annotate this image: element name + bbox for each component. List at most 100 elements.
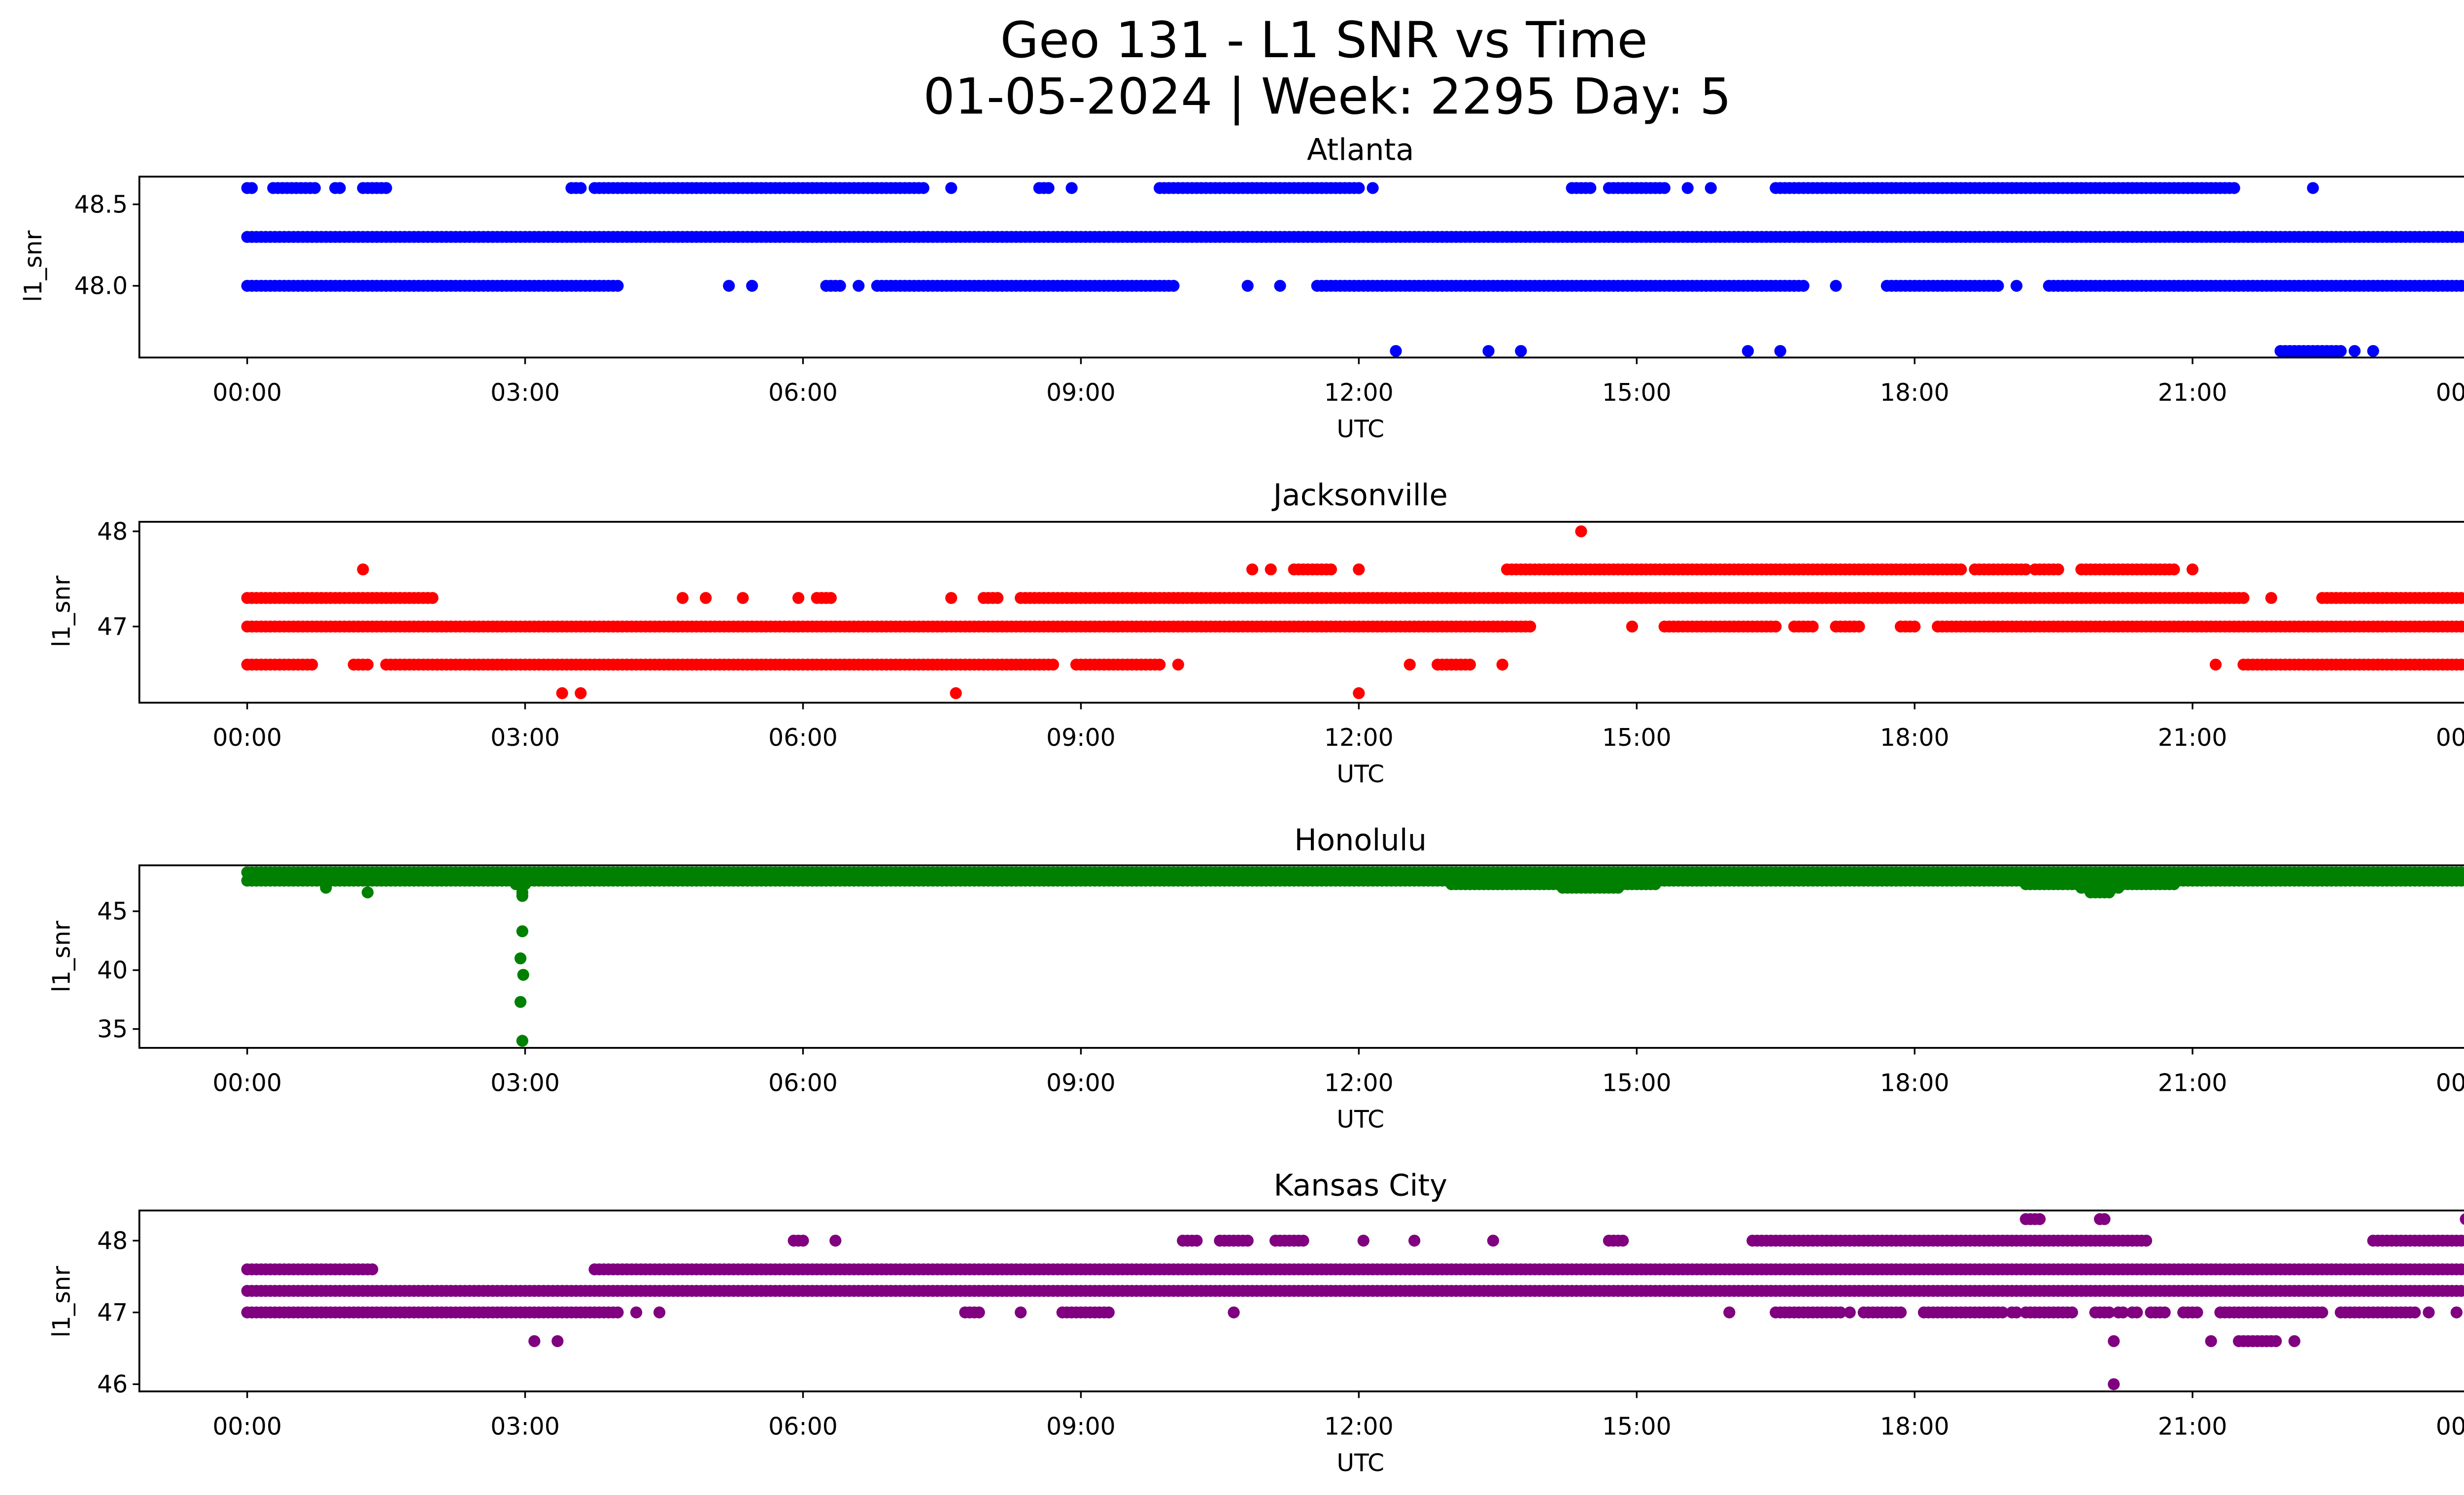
y-tick-label: 47 xyxy=(97,613,128,641)
data-point xyxy=(517,969,529,981)
panel-atlanta: Atlanta 48.048.5 00:00 03:00 06:00 09:00 12:… xyxy=(19,133,2464,443)
data-point xyxy=(722,279,735,292)
data-point xyxy=(1274,279,1286,292)
data-point xyxy=(2108,1335,2120,1347)
data-point xyxy=(2066,1306,2078,1319)
data-point xyxy=(2460,231,2464,243)
data-point xyxy=(380,182,392,194)
x-tick-label: 21:00 xyxy=(2158,724,2227,752)
data-point xyxy=(1172,659,1184,671)
data-point xyxy=(1894,1306,1907,1319)
data-point xyxy=(1353,687,1365,699)
data-point xyxy=(2460,280,2464,292)
data-point xyxy=(1357,1234,1369,1247)
data-points xyxy=(241,525,2464,699)
data-point xyxy=(1496,659,1508,671)
data-point xyxy=(1353,563,1365,576)
data-point xyxy=(1191,1234,1203,1247)
x-tick-label: 00:00 xyxy=(2436,1069,2464,1097)
data-point xyxy=(1065,182,1078,194)
x-tick-label: 15:00 xyxy=(1602,1412,1672,1440)
data-point xyxy=(1367,182,1379,194)
data-point xyxy=(2108,1378,2120,1391)
data-point xyxy=(1830,279,1842,292)
x-tick-label: 12:00 xyxy=(1324,724,1394,752)
x-tick-label: 00:00 xyxy=(2436,379,2464,407)
data-point xyxy=(2409,1306,2421,1319)
x-tick-label: 03:00 xyxy=(490,724,560,752)
data-point xyxy=(950,687,962,699)
data-point xyxy=(1353,182,1365,194)
data-points xyxy=(241,182,2464,357)
data-point xyxy=(1844,1306,1856,1319)
data-point xyxy=(2265,592,2278,604)
data-point xyxy=(1723,1306,1736,1319)
data-point xyxy=(2010,279,2023,292)
chart-title: Geo 131 - L1 SNR vs Time xyxy=(1000,11,1648,69)
data-point xyxy=(1487,1234,1500,1247)
data-point xyxy=(1297,1234,1309,1247)
x-axis-label: UTC xyxy=(1336,760,1384,788)
data-point xyxy=(245,182,258,194)
data-point xyxy=(514,996,527,1008)
y-tick-label: 45 xyxy=(97,898,128,926)
x-tick-label: 09:00 xyxy=(1046,379,1116,407)
data-point xyxy=(700,592,712,604)
x-tick-label: 06:00 xyxy=(768,1412,838,1440)
x-tick-label: 21:00 xyxy=(2158,379,2227,407)
data-point xyxy=(2103,886,2116,899)
data-point xyxy=(1154,659,1166,671)
data-point xyxy=(2307,182,2319,194)
panel-title: Honolulu xyxy=(1294,823,1427,858)
y-axis-label: l1_snr xyxy=(19,230,47,302)
data-point xyxy=(575,687,587,699)
data-point xyxy=(1774,345,1786,357)
data-point xyxy=(1742,345,1754,357)
data-point xyxy=(1408,1234,1421,1247)
data-point xyxy=(1246,563,1259,576)
axes-frame xyxy=(138,521,2464,704)
data-point xyxy=(1228,1306,1240,1319)
y-axis-label: l1_snr xyxy=(47,1265,75,1337)
data-point xyxy=(1853,620,1865,633)
data-point xyxy=(1797,279,1810,292)
data-point xyxy=(2205,1335,2217,1347)
data-point xyxy=(2450,1306,2463,1319)
data-point xyxy=(1515,345,1527,357)
data-point xyxy=(1390,345,1402,357)
x-tick-label: 21:00 xyxy=(2158,1412,2227,1440)
x-tick-label: 06:00 xyxy=(768,1069,838,1097)
data-point xyxy=(1575,525,1587,538)
data-point xyxy=(945,182,958,194)
x-tick-label: 18:00 xyxy=(1880,724,1950,752)
data-point xyxy=(2209,659,2222,671)
data-point xyxy=(653,1306,666,1319)
data-point xyxy=(1681,182,1694,194)
data-point xyxy=(1807,620,1819,633)
x-axis-label: UTC xyxy=(1336,415,1384,443)
data-point xyxy=(2455,592,2464,604)
x-tick-label: 00:00 xyxy=(212,724,282,752)
x-tick-label: 09:00 xyxy=(1046,1412,1116,1440)
data-point xyxy=(528,1335,541,1347)
data-point xyxy=(575,182,587,194)
data-point xyxy=(2168,563,2180,576)
data-point xyxy=(1524,620,1537,633)
data-point xyxy=(2334,345,2347,357)
x-tick-label: 15:00 xyxy=(1602,724,1672,752)
data-point xyxy=(746,279,758,292)
data-point xyxy=(792,592,805,604)
x-tick-label: 18:00 xyxy=(1880,1069,1950,1097)
data-point xyxy=(320,881,332,894)
data-point xyxy=(1241,279,1254,292)
data-point xyxy=(551,1335,564,1347)
y-tick-label: 48.5 xyxy=(74,190,128,218)
data-point xyxy=(797,1234,809,1247)
x-tick-label: 21:00 xyxy=(2158,1069,2227,1097)
data-point xyxy=(1955,563,1967,576)
data-point xyxy=(2158,1306,2171,1319)
x-tick-label: 03:00 xyxy=(490,379,560,407)
